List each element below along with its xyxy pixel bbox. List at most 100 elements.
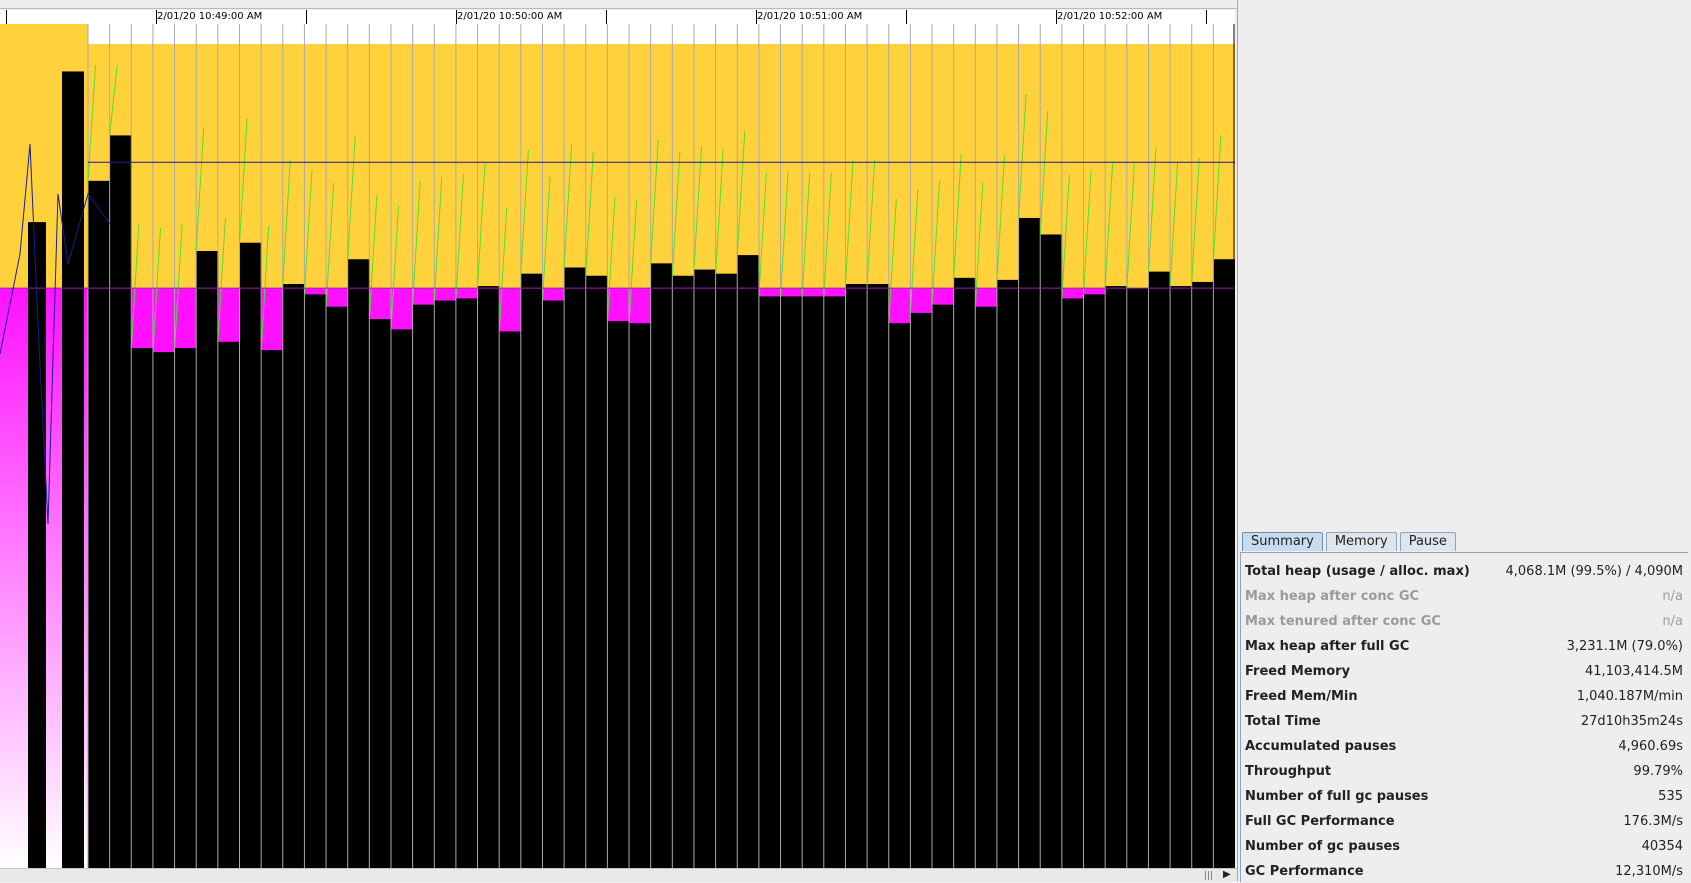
summary-value: n/a (1662, 588, 1683, 604)
toolbar-strip (0, 0, 1237, 9)
allocation-line (693, 145, 703, 270)
time-tick (156, 10, 157, 24)
time-tick (6, 10, 7, 24)
scroll-grip-icon[interactable]: ||| (1204, 871, 1214, 881)
summary-key: Max heap after conc GC (1245, 588, 1420, 604)
summary-key: Number of gc pauses (1245, 838, 1401, 854)
allocation-line (758, 172, 767, 297)
summary-row: Total Time 27d10h35m24s (1245, 709, 1683, 733)
allocation-line (585, 151, 594, 276)
heap-used-bar (412, 304, 435, 868)
time-axis: 2/01/20 10:49:00 AM 2/01/20 10:50:00 AM … (0, 10, 1235, 25)
allocation-line (174, 224, 183, 349)
summary-row: Full GC Performance 176.3M/s (1245, 809, 1683, 833)
summary-row: GC Performance 12,310M/s (1245, 859, 1683, 883)
summary-table: Total heap (usage / alloc. max) 4,068.1M … (1240, 552, 1688, 882)
heap-used-bar (867, 284, 890, 868)
heap-used-bar (1170, 286, 1193, 868)
allocation-line (866, 160, 876, 285)
time-tick (606, 10, 607, 24)
heap-used-bar (758, 296, 782, 868)
allocation-line (671, 151, 681, 276)
allocation-line (715, 149, 724, 274)
allocation-line (563, 143, 573, 268)
heap-used-bar (845, 284, 868, 868)
heap-used-bar (737, 255, 760, 868)
time-label: 2/01/20 10:52:00 AM (1057, 11, 1163, 22)
allocation-line (390, 205, 400, 330)
heap-used-bar (109, 135, 132, 868)
heap-used-bar (520, 273, 543, 868)
allocation-line (325, 182, 335, 307)
time-label: 2/01/20 10:50:00 AM (457, 11, 563, 22)
scroll-right-arrow-icon[interactable]: ▶ (1223, 869, 1231, 880)
heap-used-bar (88, 180, 111, 868)
allocation-line (455, 174, 464, 299)
heap-used-bar (780, 296, 803, 868)
detail-tabs: Summary Memory Pause (1242, 532, 1456, 552)
summary-row: Total heap (usage / alloc. max) 4,068.1M … (1245, 559, 1683, 583)
heap-used-bar (390, 329, 414, 868)
allocation-line (823, 172, 832, 297)
heap-used-bar (261, 350, 284, 868)
time-tick (1056, 10, 1057, 24)
allocation-line (347, 135, 356, 260)
summary-value: 99.79% (1633, 763, 1683, 779)
summary-row: Max tenured after conc GC n/a (1245, 609, 1683, 633)
tab-memory[interactable]: Memory (1325, 532, 1397, 551)
allocation-line (801, 172, 811, 297)
allocation-line (1191, 158, 1200, 282)
heap-usage-line (0, 143, 111, 525)
allocation-line (1104, 162, 1114, 287)
heap-used-bar (499, 331, 522, 868)
allocation-line (736, 131, 746, 256)
heap-used-bar (629, 323, 652, 868)
tab-summary[interactable]: Summary (1242, 532, 1323, 551)
allocation-line (1212, 135, 1222, 260)
summary-key: GC Performance (1245, 863, 1364, 879)
allocation-line (195, 127, 205, 252)
heap-used-bar (1061, 298, 1085, 868)
heap-used-bar (650, 263, 673, 868)
summary-value: 12,310M/s (1615, 863, 1683, 879)
allocation-line (650, 139, 659, 264)
gc-chart-panel: 2/01/20 10:49:00 AM 2/01/20 10:50:00 AM … (0, 0, 1238, 881)
summary-row: Max heap after conc GC n/a (1245, 584, 1683, 608)
time-label: 2/01/20 10:51:00 AM (757, 11, 863, 22)
heap-used-bar (693, 269, 717, 868)
allocation-line (477, 162, 486, 287)
summary-row: Freed Memory 41,103,414.5M (1245, 659, 1683, 683)
heap-used-bar (1040, 234, 1063, 868)
heap-used-bar (434, 300, 457, 868)
allocation-line (1083, 170, 1092, 295)
heap-used-bar (239, 242, 262, 868)
summary-value: n/a (1662, 613, 1683, 629)
details-panel: Summary Memory Pause Total heap (usage / a… (1238, 0, 1691, 882)
allocation-line (1147, 147, 1157, 272)
summary-key: Max tenured after conc GC (1245, 613, 1441, 629)
heap-used-bar (1191, 281, 1214, 868)
tab-pause[interactable]: Pause (1399, 532, 1456, 551)
allocation-line (152, 228, 161, 353)
summary-key: Freed Mem/Min (1245, 688, 1358, 704)
allocation-line (1018, 94, 1027, 219)
summary-row: Number of gc pauses 40354 (1245, 834, 1683, 858)
summary-key: Throughput (1245, 763, 1332, 779)
heap-used-bar (217, 341, 240, 868)
heap-used-bar (62, 71, 84, 868)
allocation-line (888, 199, 897, 324)
heap-used-bar (477, 286, 500, 868)
allocation-line (238, 118, 248, 243)
allocation-line (368, 195, 378, 320)
heap-used-bar (347, 259, 370, 868)
heap-used-bar (152, 352, 176, 868)
allocation-line (909, 189, 919, 313)
heap-used-bar (1018, 217, 1041, 868)
allocation-line (303, 170, 313, 295)
heap-used-bar (196, 250, 219, 868)
heap-used-bar (28, 222, 46, 868)
horizontal-scrollbar[interactable]: ||| ▶ (0, 868, 1237, 881)
time-tick (456, 10, 457, 24)
allocation-line (974, 182, 984, 307)
heap-used-bar (282, 284, 305, 868)
